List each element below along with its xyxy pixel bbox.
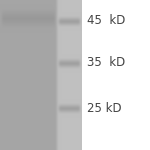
Text: 45  kD: 45 kD xyxy=(87,15,125,27)
Text: 35  kD: 35 kD xyxy=(87,57,125,69)
Text: 25 kD: 25 kD xyxy=(87,102,122,114)
